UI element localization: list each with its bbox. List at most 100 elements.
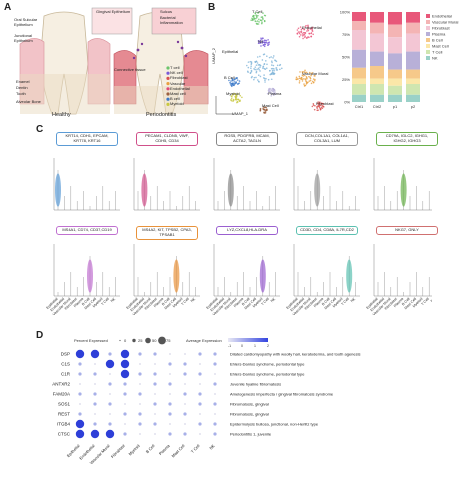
violin-x-label: NK xyxy=(270,296,277,303)
umap-point xyxy=(257,40,260,42)
umap-point xyxy=(274,90,276,92)
umap-point xyxy=(295,78,297,80)
dot-plot-point xyxy=(198,422,202,426)
umap-point xyxy=(263,20,266,23)
bar-legend-swatch xyxy=(426,44,430,48)
umap-point xyxy=(313,108,316,111)
dot-plot-point xyxy=(198,392,202,396)
dot-plot-point xyxy=(138,372,142,376)
umap-point xyxy=(296,32,299,35)
panel-label-c: C xyxy=(36,124,44,135)
dot-plot-point xyxy=(199,363,201,365)
umap-point xyxy=(231,96,233,98)
legend-label-4: Endothelial xyxy=(170,85,190,91)
umap-point xyxy=(318,101,321,104)
umap-point xyxy=(258,21,260,23)
dot-plot-point xyxy=(90,429,100,439)
violin-x-label: T Cell xyxy=(180,297,190,307)
stacked-bar-chart: 100% 75% 50% 25% 0% Ctrl1 Ctrl2 p1 p2 Endothelial… xyxy=(340,10,459,110)
umap-point xyxy=(236,77,238,79)
umap-point xyxy=(256,56,259,58)
umap-point xyxy=(297,27,300,30)
bar-segment xyxy=(352,78,366,84)
label-alveolar-bone: Alveolar Bone xyxy=(16,99,41,104)
umap-point xyxy=(270,73,272,75)
umap-point xyxy=(274,93,277,95)
dot-plot-point xyxy=(213,352,217,356)
umap-point xyxy=(301,71,304,73)
pct-legend-tick: 75 xyxy=(166,338,171,343)
bar-y-tick: 100% xyxy=(340,10,350,15)
umap-point xyxy=(251,75,253,78)
umap-point xyxy=(276,69,279,71)
umap-point xyxy=(262,44,265,46)
umap-point xyxy=(241,96,243,99)
bar-category-label: Ctrl1 xyxy=(355,104,364,109)
umap-label-fibroblast: Fibroblast xyxy=(316,101,334,106)
zoom-box-healthy xyxy=(91,7,133,35)
umap-point xyxy=(263,63,266,65)
umap-point xyxy=(305,24,307,27)
violin-x-label: Plasma xyxy=(73,297,84,308)
umap-point xyxy=(255,60,258,63)
umap-point xyxy=(258,81,260,83)
umap-point xyxy=(310,82,313,85)
zoom-box-inflamed xyxy=(151,7,197,35)
dot-plot-point xyxy=(168,412,172,416)
pct-legend-dot xyxy=(132,338,136,343)
bar-segment xyxy=(370,78,384,84)
bar-segment xyxy=(406,12,420,23)
umap-point xyxy=(233,84,235,87)
umap-point xyxy=(266,108,268,111)
umap-point xyxy=(304,36,306,39)
bar-segment xyxy=(370,66,384,79)
umap-point xyxy=(301,27,304,30)
dot-plot-point xyxy=(139,363,141,365)
dot-plot-point xyxy=(123,412,127,416)
violin-shape xyxy=(227,173,234,207)
umap-point xyxy=(312,104,315,106)
bar-legend-swatch xyxy=(426,56,430,60)
umap-point xyxy=(235,98,238,101)
umap-point xyxy=(303,28,306,31)
avg-legend-tick: 1 xyxy=(254,344,256,348)
umap-point xyxy=(259,19,262,22)
umap-point xyxy=(256,62,259,64)
umap-point xyxy=(299,31,301,33)
umap-point xyxy=(270,78,273,81)
dot-plot-point xyxy=(198,372,202,376)
umap-point xyxy=(235,94,238,96)
bar-legend-swatch xyxy=(426,50,430,54)
umap-point xyxy=(259,108,262,111)
umap-point xyxy=(275,67,277,69)
umap-point xyxy=(253,68,255,70)
umap-point xyxy=(245,64,248,67)
umap-point xyxy=(268,88,271,91)
umap-point xyxy=(308,36,310,39)
bar-segment xyxy=(388,37,402,54)
umap-point xyxy=(263,45,266,48)
umap-point xyxy=(252,15,255,17)
umap-point xyxy=(263,74,265,76)
umap-point xyxy=(260,45,262,47)
dot-plot-point xyxy=(138,352,142,356)
umap-point xyxy=(300,31,303,34)
umap-point xyxy=(237,93,239,95)
umap-point xyxy=(238,80,241,82)
bar-segment xyxy=(388,53,402,70)
dot-plot-point xyxy=(78,392,82,396)
umap-point xyxy=(267,39,269,41)
label-junctional: Junctional Epithelium xyxy=(14,33,33,43)
bar-segment xyxy=(370,51,384,66)
violin-x-label: NK xyxy=(190,296,197,303)
bar-segment xyxy=(406,22,420,34)
violin-x-label: Myeloid xyxy=(252,297,264,309)
disease-label: Amelogenesis imperfecta / gingival fibro… xyxy=(230,392,334,397)
umap-label-t-cell: T Cell xyxy=(252,9,263,14)
gene-label: C1S xyxy=(61,362,70,367)
bar-category-label: Ctrl2 xyxy=(373,104,382,109)
umap-point xyxy=(269,90,271,93)
dot-plot-point xyxy=(168,402,172,406)
violin-x-label: Plasma xyxy=(233,297,244,308)
dot-plot-point xyxy=(168,382,172,386)
